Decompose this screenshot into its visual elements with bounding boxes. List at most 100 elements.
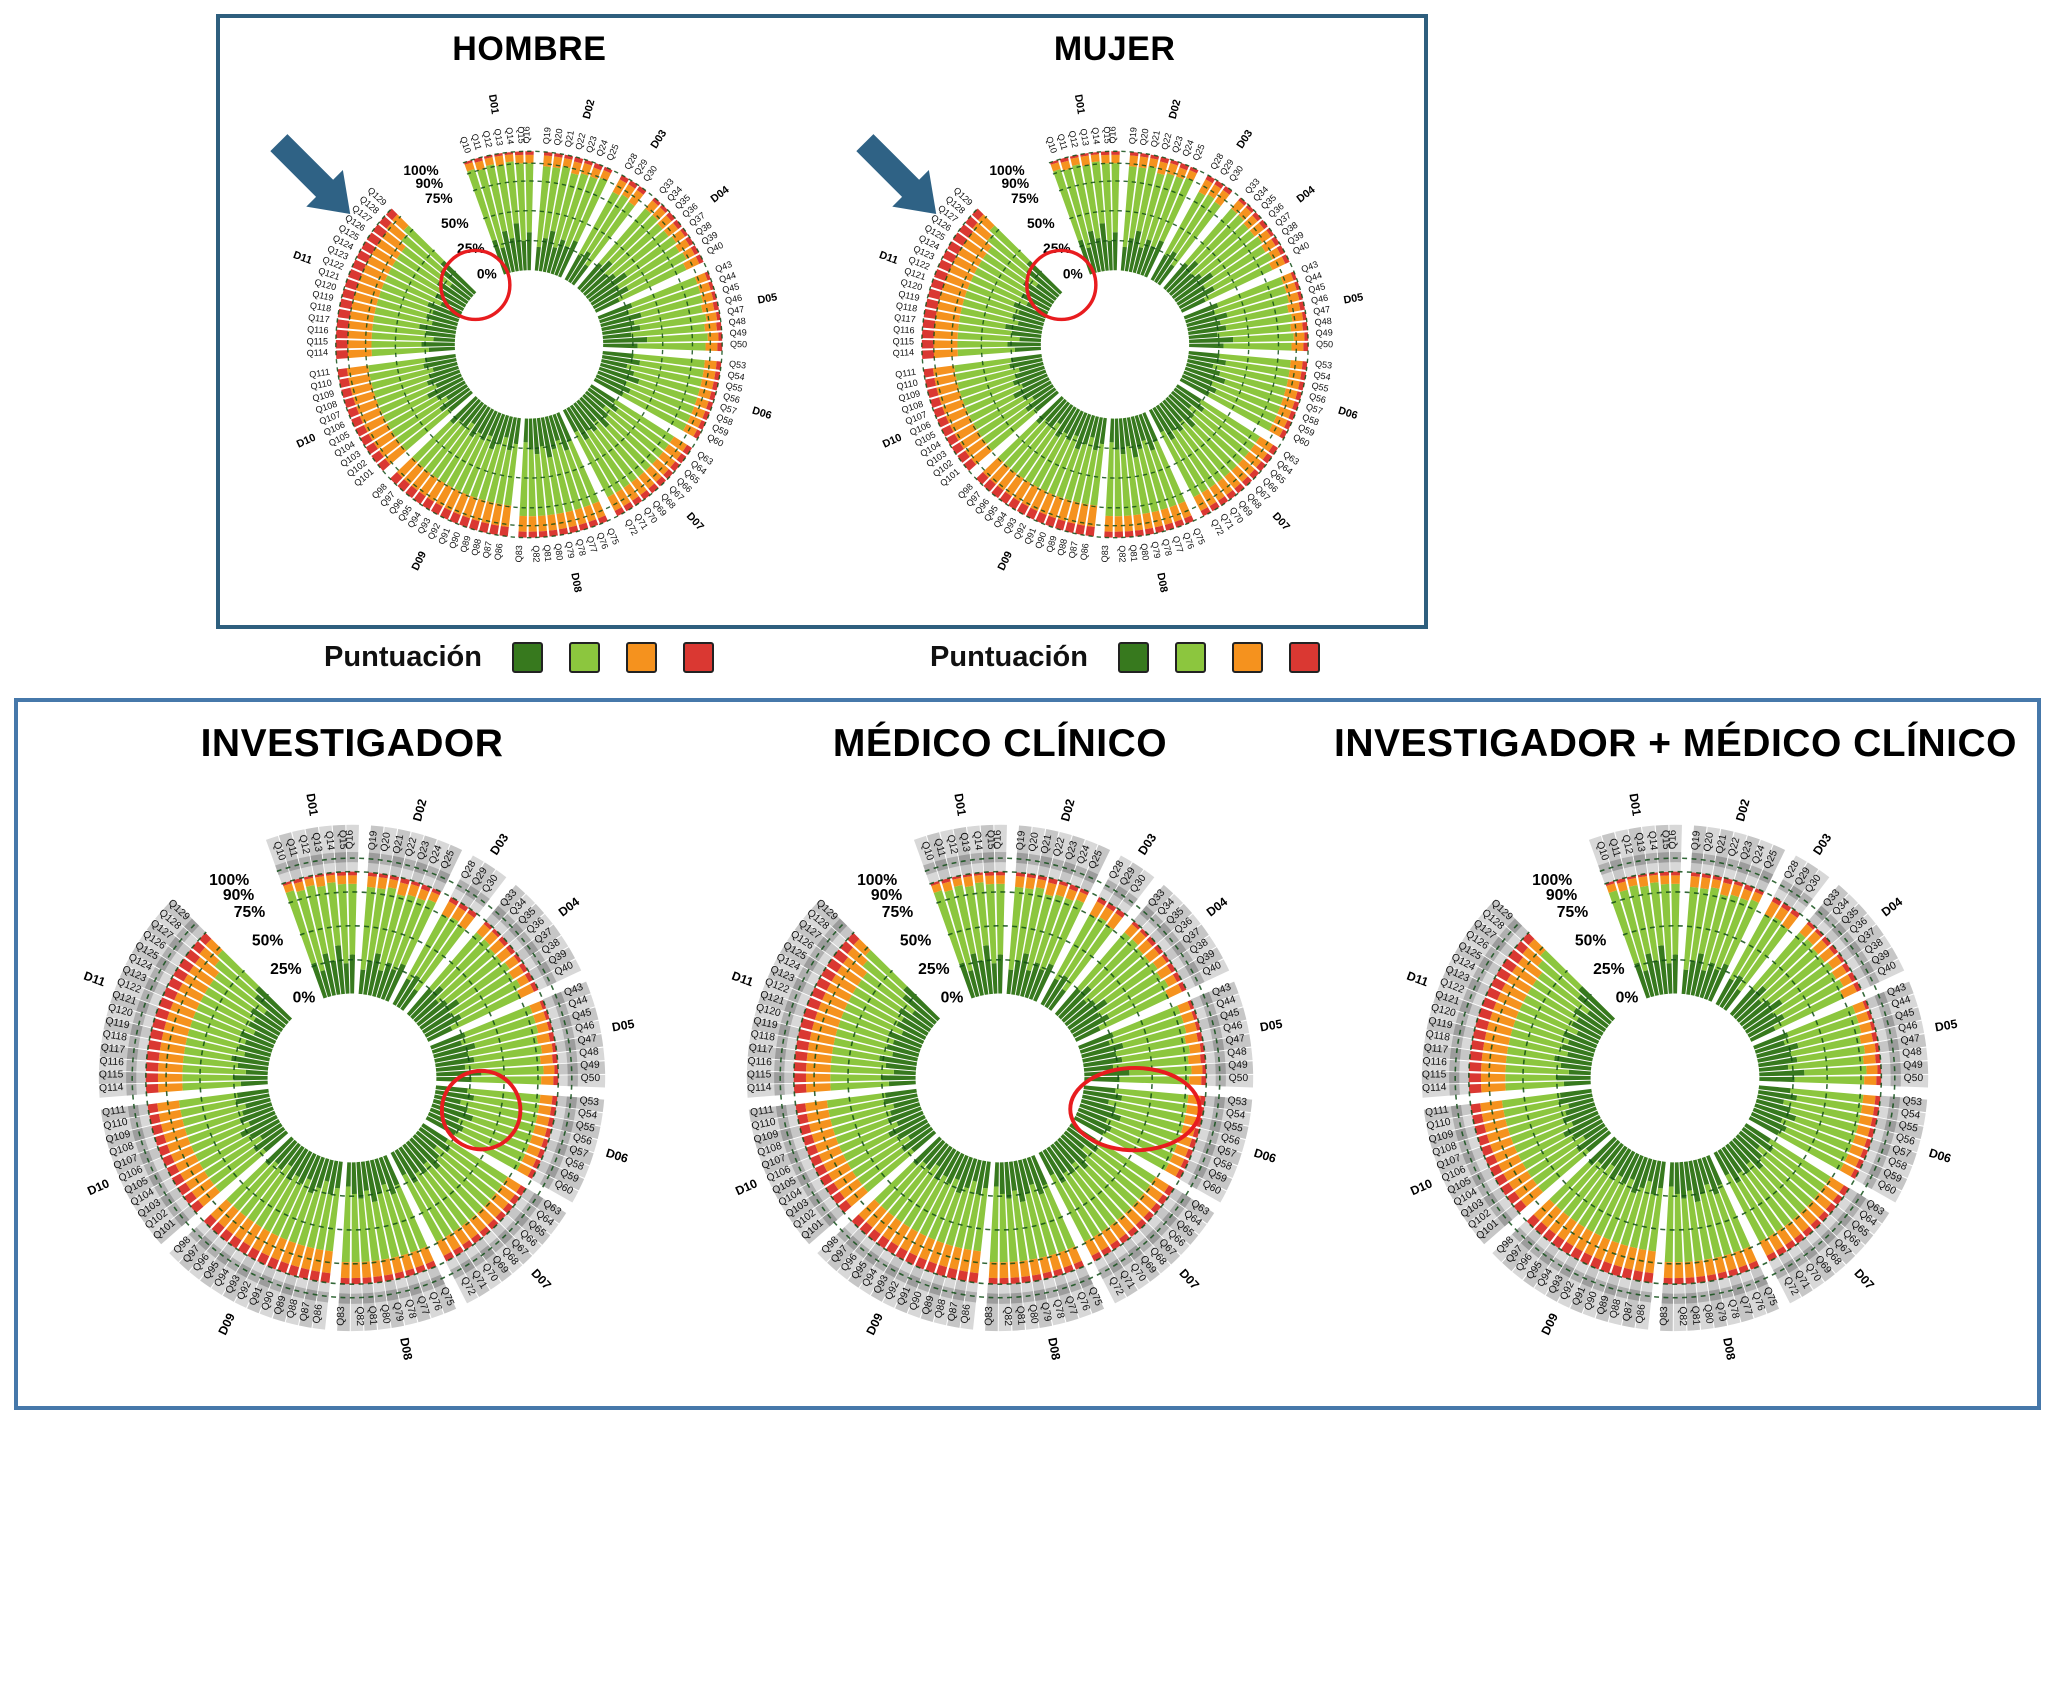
svg-text:Q115: Q115	[1422, 1070, 1447, 1081]
svg-text:Q49: Q49	[730, 327, 748, 338]
legend-row: Puntuación Puntuación	[216, 641, 1428, 674]
svg-text:Q15: Q15	[1660, 830, 1672, 850]
svg-text:Q119: Q119	[1428, 1016, 1454, 1032]
svg-text:Q12: Q12	[1066, 130, 1079, 149]
legend-label: Puntuación	[930, 641, 1088, 673]
svg-text:D03: D03	[1135, 831, 1159, 858]
svg-text:D05: D05	[611, 1017, 636, 1035]
svg-text:Q79: Q79	[1714, 1301, 1728, 1322]
svg-text:Q53: Q53	[1227, 1095, 1248, 1108]
svg-text:Q87: Q87	[1622, 1301, 1636, 1322]
blue-arrow-icon	[855, 134, 936, 214]
svg-text:Q83: Q83	[984, 1306, 996, 1326]
svg-text:Q117: Q117	[1424, 1042, 1450, 1056]
svg-text:25%: 25%	[270, 961, 301, 978]
svg-text:Q81: Q81	[1689, 1305, 1701, 1326]
svg-text:Q56: Q56	[722, 391, 741, 405]
svg-text:Q86: Q86	[312, 1303, 325, 1324]
svg-text:Q115: Q115	[99, 1070, 124, 1081]
svg-text:Q19: Q19	[367, 830, 380, 851]
svg-text:D04: D04	[556, 894, 583, 919]
svg-text:D01: D01	[303, 792, 320, 817]
svg-text:D02: D02	[1058, 797, 1077, 823]
svg-text:Q20: Q20	[1138, 128, 1151, 146]
legend-swatch-dark-green	[1117, 642, 1149, 673]
chart-title-medico-clinico: MÉDICO CLÍNICO	[832, 722, 1168, 765]
svg-text:Q79: Q79	[1039, 1301, 1053, 1322]
svg-text:Q13: Q13	[1633, 832, 1647, 853]
red-circle-annotation	[439, 248, 512, 322]
svg-text:D09: D09	[215, 1311, 238, 1338]
svg-text:D02: D02	[581, 98, 598, 120]
svg-text:Q110: Q110	[103, 1117, 129, 1133]
svg-text:Q11: Q11	[932, 837, 948, 858]
svg-text:D01: D01	[1072, 94, 1087, 115]
svg-text:D10: D10	[1409, 1176, 1435, 1198]
stacked-bars	[1469, 871, 1882, 1285]
svg-text:Q55: Q55	[574, 1120, 596, 1135]
svg-text:75%: 75%	[882, 904, 913, 921]
svg-text:Q14: Q14	[1646, 830, 1659, 851]
svg-text:Q118: Q118	[895, 300, 918, 313]
svg-text:Q50: Q50	[1316, 339, 1333, 349]
svg-text:Q47: Q47	[577, 1033, 598, 1047]
svg-text:Q82: Q82	[1117, 545, 1127, 562]
stacked-bars	[921, 151, 1308, 538]
svg-text:Q77: Q77	[1170, 535, 1184, 554]
svg-text:0%: 0%	[941, 990, 964, 1007]
svg-text:Q117: Q117	[308, 312, 330, 324]
svg-text:Q45: Q45	[1895, 1007, 1917, 1023]
svg-text:Q20: Q20	[552, 128, 565, 146]
svg-text:Q15: Q15	[1101, 126, 1112, 144]
svg-text:Q77: Q77	[1738, 1295, 1754, 1317]
svg-text:Q53: Q53	[1902, 1095, 1923, 1108]
red-ellipse-annotation	[1068, 1065, 1202, 1153]
scale-labels: 100%90%75% 50% 25% 0%	[209, 872, 315, 1007]
legend-half-right: Puntuación	[822, 641, 1428, 674]
svg-text:Q20: Q20	[1703, 831, 1717, 852]
svg-text:Q12: Q12	[296, 834, 311, 856]
svg-text:Q46: Q46	[1898, 1020, 1920, 1035]
svg-text:Q14: Q14	[323, 830, 336, 851]
svg-text:90%: 90%	[223, 887, 254, 904]
svg-text:Q15: Q15	[516, 126, 527, 144]
svg-text:0%: 0%	[1063, 266, 1083, 281]
svg-text:Q116: Q116	[1423, 1056, 1448, 1068]
svg-text:Q80: Q80	[378, 1304, 391, 1325]
svg-text:Q54: Q54	[1900, 1108, 1921, 1122]
svg-text:Q78: Q78	[1160, 538, 1174, 557]
svg-text:Q79: Q79	[564, 541, 577, 560]
svg-text:D04: D04	[1294, 184, 1317, 206]
svg-text:Q114: Q114	[747, 1082, 772, 1094]
svg-text:25%: 25%	[918, 961, 949, 978]
svg-text:Q119: Q119	[312, 289, 335, 303]
svg-text:Q49: Q49	[1904, 1060, 1924, 1072]
svg-text:75%: 75%	[1011, 191, 1039, 206]
svg-text:Q83: Q83	[1659, 1306, 1671, 1326]
svg-text:Q117: Q117	[748, 1042, 774, 1056]
svg-text:Q88: Q88	[470, 538, 484, 557]
svg-text:Q78: Q78	[1051, 1298, 1066, 1320]
legend-swatch-orange	[625, 642, 657, 673]
svg-text:75%: 75%	[234, 904, 265, 921]
svg-text:Q47: Q47	[1225, 1033, 1246, 1047]
svg-text:Q46: Q46	[1310, 293, 1329, 306]
svg-text:Q114: Q114	[892, 347, 914, 358]
svg-text:Q114: Q114	[99, 1082, 124, 1094]
svg-text:75%: 75%	[1557, 904, 1588, 921]
svg-text:Q81: Q81	[366, 1305, 378, 1326]
svg-text:Q111: Q111	[1425, 1104, 1450, 1118]
svg-text:Q54: Q54	[1225, 1108, 1246, 1122]
svg-text:Q46: Q46	[1222, 1020, 1244, 1035]
svg-text:Q21: Q21	[1148, 129, 1161, 148]
svg-text:Q118: Q118	[310, 300, 333, 313]
svg-text:Q16: Q16	[1107, 126, 1117, 143]
svg-text:Q116: Q116	[747, 1056, 772, 1068]
svg-text:Q22: Q22	[1727, 836, 1743, 858]
svg-text:D01: D01	[1627, 792, 1644, 817]
svg-text:Q48: Q48	[1314, 316, 1332, 328]
